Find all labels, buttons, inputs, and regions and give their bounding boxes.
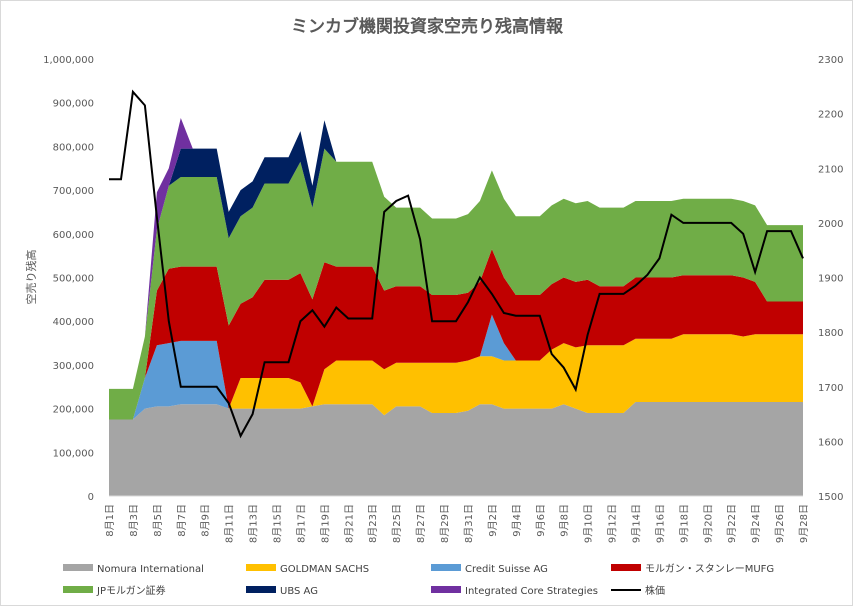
x-tick-label: 8月5日: [152, 504, 164, 537]
x-tick-label: 8月13日: [248, 504, 260, 543]
x-tick-label: 8月17日: [295, 504, 307, 543]
y-left-tick-label: 0: [88, 492, 94, 503]
y-left-tick-label: 900,000: [53, 99, 94, 110]
plot-area: 0 100,000 200,000 300,000 400,000 500,000 600,…: [43, 55, 843, 543]
x-tick-label: 9月28日: [798, 504, 810, 543]
y-left-tick-label: 100,000: [53, 448, 94, 459]
y-right-tick-label: 2100: [818, 164, 843, 175]
x-tick-label: 9月20日: [702, 504, 714, 543]
y-right-tick-label: 1600: [818, 437, 843, 448]
x-tick-label: 9月24日: [750, 504, 762, 543]
area-series-6: [109, 118, 803, 389]
x-tick-label: 8月9日: [200, 504, 212, 537]
legend-swatch: [63, 564, 93, 571]
y-left-tick-label: 700,000: [53, 186, 94, 197]
legend-swatch: [611, 564, 641, 571]
chart-title: ミンカブ機関投資家空売り残高情報: [291, 16, 564, 37]
x-tick-label: 8月7日: [176, 504, 188, 537]
area-series-3: [109, 249, 803, 420]
legend-swatch: [246, 586, 276, 593]
legend-label: Nomura International: [97, 564, 204, 575]
x-tick-label: 8月27日: [415, 504, 427, 543]
x-tick-label: 8月25日: [391, 504, 403, 543]
x-tick-label: 9月2日: [487, 504, 499, 537]
legend-label: Credit Suisse AG: [465, 564, 548, 575]
price-line: [109, 89, 804, 439]
legend-swatch: [431, 586, 461, 593]
y-left-tick-label: 200,000: [53, 405, 94, 416]
y-right-tick-label: 2300: [818, 55, 843, 66]
y-left-tick-label: 300,000: [53, 361, 94, 372]
legend-swatch: [63, 586, 93, 593]
x-tick-label: 8月31日: [463, 504, 475, 543]
y-left-tick-label: 600,000: [53, 230, 94, 241]
area-series-4: [109, 148, 803, 420]
y-left-tick-label: 500,000: [53, 274, 94, 285]
legend-label: モルガン・スタンレーMUFG: [645, 563, 774, 575]
x-tick-label: 8月11日: [224, 504, 236, 543]
x-tick-label: 9月12日: [607, 504, 619, 543]
x-tick-label: 8月3日: [128, 504, 140, 537]
legend-label: JPモルガン証券: [96, 584, 166, 597]
x-tick-label: 8月1日: [104, 504, 116, 537]
x-tick-label: 8月19日: [319, 504, 331, 543]
y-right-tick-label: 1800: [818, 328, 843, 339]
y-right-tick-label: 1700: [818, 383, 843, 394]
y-left-tick-label: 400,000: [53, 317, 94, 328]
y-left-tick-label: 800,000: [53, 142, 94, 153]
legend-swatch: [246, 564, 276, 571]
area-series-1: [109, 334, 803, 420]
x-tick-label: 8月29日: [439, 504, 451, 543]
x-tick-label: 9月22日: [726, 504, 738, 543]
y-axis-label: 空売り残高: [24, 250, 38, 305]
legend-label: Integrated Core Strategies: [465, 586, 598, 597]
x-tick-label: 9月4日: [511, 504, 523, 537]
legend-label: 株価: [645, 584, 665, 597]
y-right-tick-label: 1500: [818, 492, 843, 503]
y-right-tick-label: 1900: [818, 274, 843, 285]
x-tick-label: 9月18日: [678, 504, 690, 543]
x-tick-label: 9月26日: [774, 504, 786, 543]
legend-label: UBS AG: [280, 586, 318, 597]
x-tick-label: 9月14日: [631, 504, 643, 543]
x-tick-label: 8月23日: [367, 504, 379, 543]
area-series-0: [109, 402, 803, 496]
y-right-tick-label: 2200: [818, 110, 843, 121]
y-left-tick-label: 1,000,000: [43, 55, 94, 66]
x-tick-label: 9月8日: [559, 504, 571, 537]
x-tick-label: 9月10日: [583, 504, 595, 543]
legend-swatch: [431, 564, 461, 571]
x-tick-label: 8月21日: [343, 504, 355, 543]
x-tick-label: 9月16日: [654, 504, 666, 543]
legend-label: GOLDMAN SACHS: [280, 564, 369, 575]
legend: Nomura International GOLDMAN SACHS Credit …: [63, 563, 774, 597]
x-tick-label: 9月6日: [535, 504, 547, 537]
x-tick-label: 8月15日: [272, 504, 284, 543]
y-right-tick-label: 2000: [818, 219, 843, 230]
